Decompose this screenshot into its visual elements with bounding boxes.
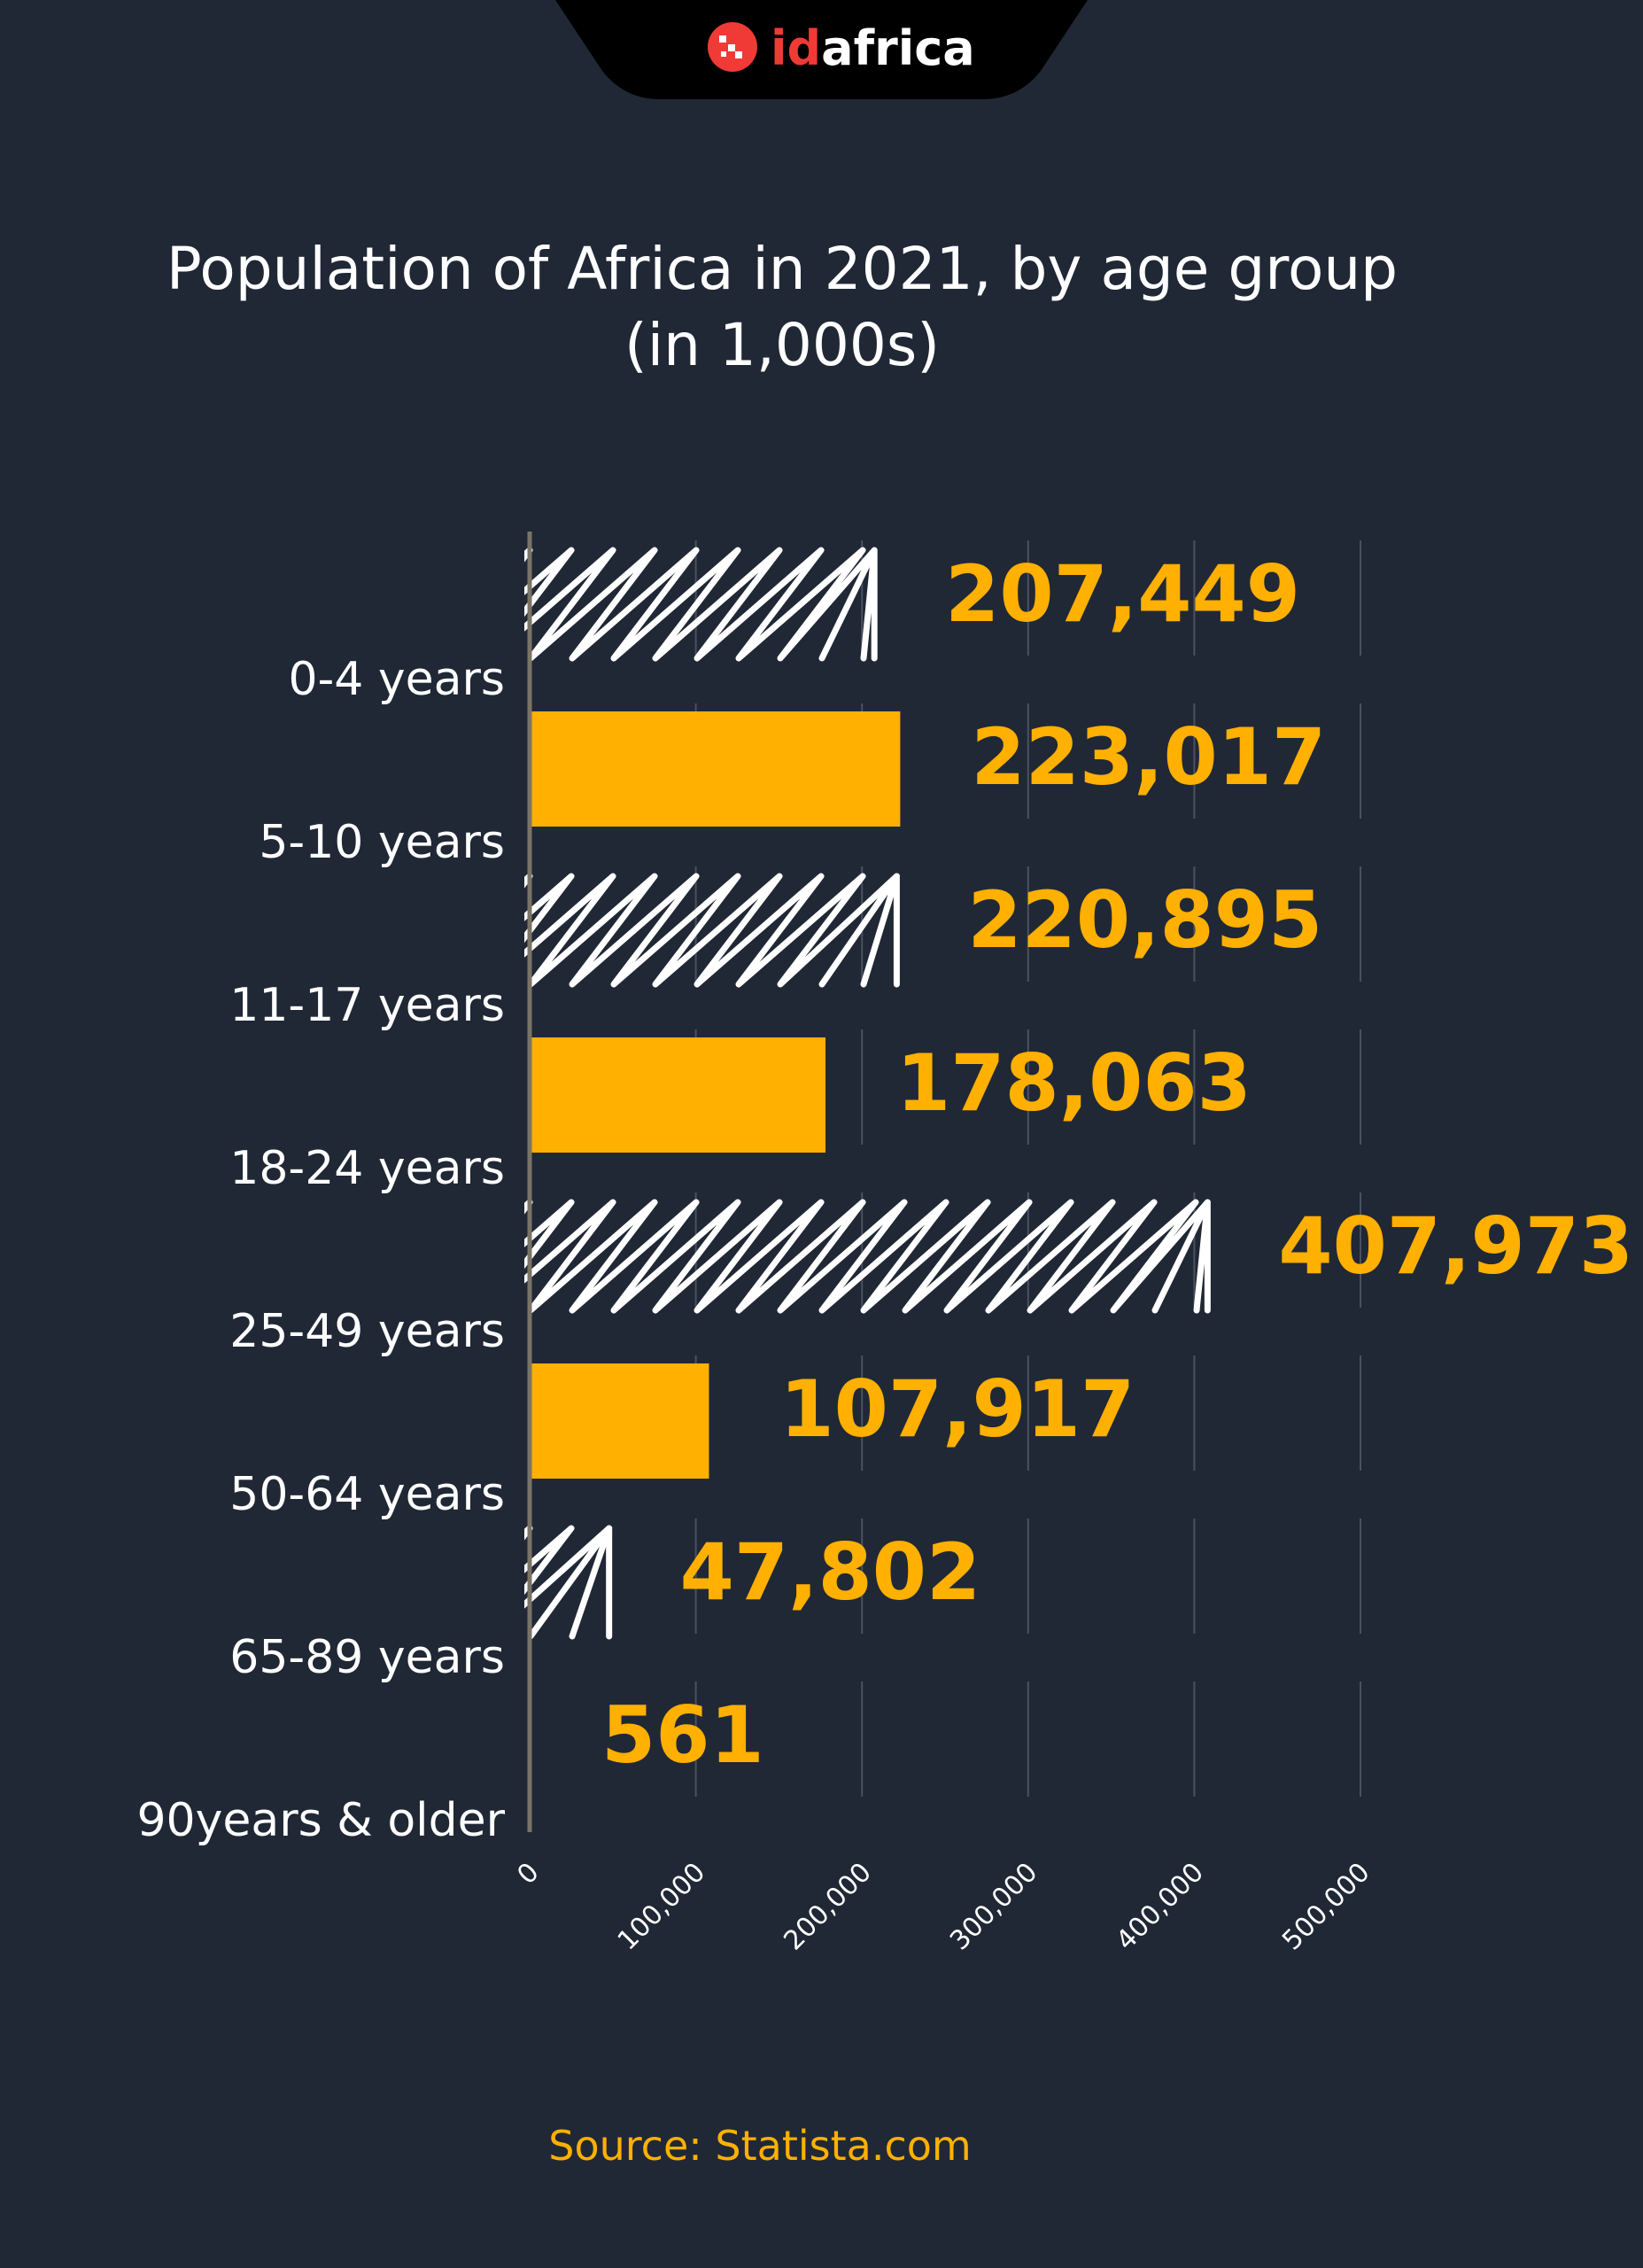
category-label: 18-24 years	[229, 1142, 505, 1195]
category-label: 90years & older	[136, 1794, 505, 1847]
bar-group: 561 90years & older	[136, 1689, 763, 1847]
x-tick-label: 100,000	[612, 1857, 711, 1956]
category-label: 5-10 years	[259, 816, 505, 869]
value-label: 207,449	[945, 548, 1300, 640]
category-label: 25-49 years	[229, 1305, 505, 1358]
bar-group: 407,973 25-49 years	[229, 1199, 1633, 1358]
value-label: 178,063	[896, 1037, 1252, 1129]
logo-icon-pixels	[719, 35, 742, 58]
value-label: 107,917	[779, 1363, 1135, 1455]
bar	[530, 1037, 826, 1153]
bar-hatched	[524, 873, 900, 988]
category-label: 11-17 years	[229, 979, 505, 1032]
value-label: 407,973	[1278, 1200, 1633, 1292]
category-label: 0-4 years	[288, 653, 505, 706]
category-label: 65-89 years	[229, 1631, 505, 1684]
x-tick-label: 500,000	[1276, 1857, 1376, 1956]
bar-hatched	[524, 547, 878, 662]
logo-tab-background	[555, 0, 1088, 99]
x-tick-label: 300,000	[944, 1857, 1043, 1956]
value-label: 47,802	[680, 1526, 981, 1618]
category-label: 50-64 years	[229, 1468, 505, 1521]
value-label: 223,017	[971, 711, 1326, 803]
x-tick-label: 0	[511, 1857, 545, 1891]
x-tick-label: 400,000	[1111, 1857, 1210, 1956]
logo-text: idafrica	[771, 20, 975, 76]
bar	[530, 711, 901, 827]
chart-title: Population of Africa in 2021, by age gro…	[167, 235, 1398, 303]
value-label: 220,895	[967, 874, 1322, 966]
logo-tab: idafrica	[555, 0, 1088, 99]
bar-group: 223,017 5-10 years	[259, 711, 1326, 869]
x-axis-ticks: 0 100,000 200,000 300,000 400,000 500,000	[511, 1857, 1376, 1956]
chart-subtitle: (in 1,000s)	[624, 311, 940, 379]
bar-hatched	[524, 1199, 1211, 1314]
bar-hatched	[524, 1525, 613, 1640]
source-text: Source: Statista.com	[548, 2122, 971, 2170]
x-tick-label: 200,000	[778, 1857, 877, 1956]
bar-group: 220,895 11-17 years	[229, 873, 1322, 1032]
value-label: 561	[601, 1689, 764, 1781]
bar-group: 207,449 0-4 years	[288, 547, 1300, 706]
bar-group: 178,063 18-24 years	[229, 1037, 1252, 1195]
bar-group: 47,802 65-89 years	[229, 1525, 981, 1684]
bar-group: 107,917 50-64 years	[229, 1363, 1135, 1521]
bar	[530, 1363, 709, 1479]
